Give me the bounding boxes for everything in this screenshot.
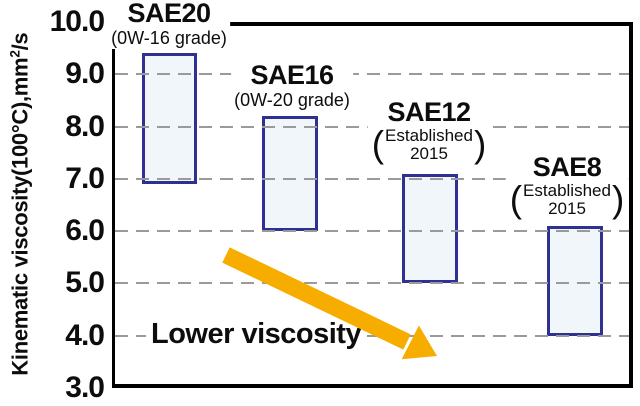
bar-sae12	[402, 173, 458, 284]
y-tick-label-9.0: 9.0	[65, 57, 105, 91]
y-tick-label-8.0: 8.0	[65, 109, 105, 143]
bar-label-sae16: SAE16 (0W-20 grade)	[231, 62, 353, 111]
plot-frame	[112, 22, 633, 388]
bar-title-sae20: SAE20	[127, 0, 211, 28]
y-tick-label-4.0: 4.0	[65, 318, 105, 352]
gridline-6	[115, 230, 629, 233]
sublabel-line1: Established	[523, 181, 611, 200]
bar-sublabel: (Established 2015)	[371, 126, 488, 164]
bar-sae8	[547, 225, 603, 336]
gridline-7	[115, 177, 629, 180]
sublabel-lines: Established 2015	[523, 182, 611, 218]
right-paren: )	[473, 124, 487, 165]
bar-title-sae12: SAE12	[387, 97, 471, 127]
bar-label-sae20: SAE20 (0W-16 grade)	[108, 0, 230, 49]
y-tick-label-7.0: 7.0	[65, 161, 105, 195]
gridline-9	[115, 73, 629, 76]
y-tick-label-3.0: 3.0	[65, 371, 105, 404]
y-tick-label-5.0: 5.0	[65, 266, 105, 300]
sublabel-line2: 2015	[548, 199, 586, 218]
bar-sae16	[262, 116, 318, 232]
bar-sublabel: (Established 2015)	[509, 181, 626, 219]
sublabel-lines: Established 2015	[385, 127, 473, 163]
bar-sublabel: (0W-16 grade)	[111, 28, 227, 48]
left-paren: (	[371, 124, 385, 165]
bar-title-sae16: SAE16	[250, 60, 334, 90]
left-paren: (	[509, 179, 523, 220]
lower-viscosity-label: Lower viscosity	[146, 318, 367, 351]
bar-label-sae8: SAE8(Established 2015)	[505, 152, 629, 219]
gridline-5	[115, 282, 629, 285]
bar-sublabel: (0W-20 grade)	[234, 90, 350, 110]
right-paren: )	[611, 179, 625, 220]
y-tick-label-10.0: 10.0	[49, 5, 105, 38]
y-tick-label-6.0: 6.0	[65, 214, 105, 248]
y-axis-label-superscript: 2	[7, 50, 23, 58]
bar-label-sae12: SAE12(Established 2015)	[367, 97, 491, 164]
bar-title-sae8: SAE8	[532, 152, 602, 182]
sublabel-line1: Established	[385, 126, 473, 145]
sublabel-line2: 2015	[410, 144, 448, 163]
